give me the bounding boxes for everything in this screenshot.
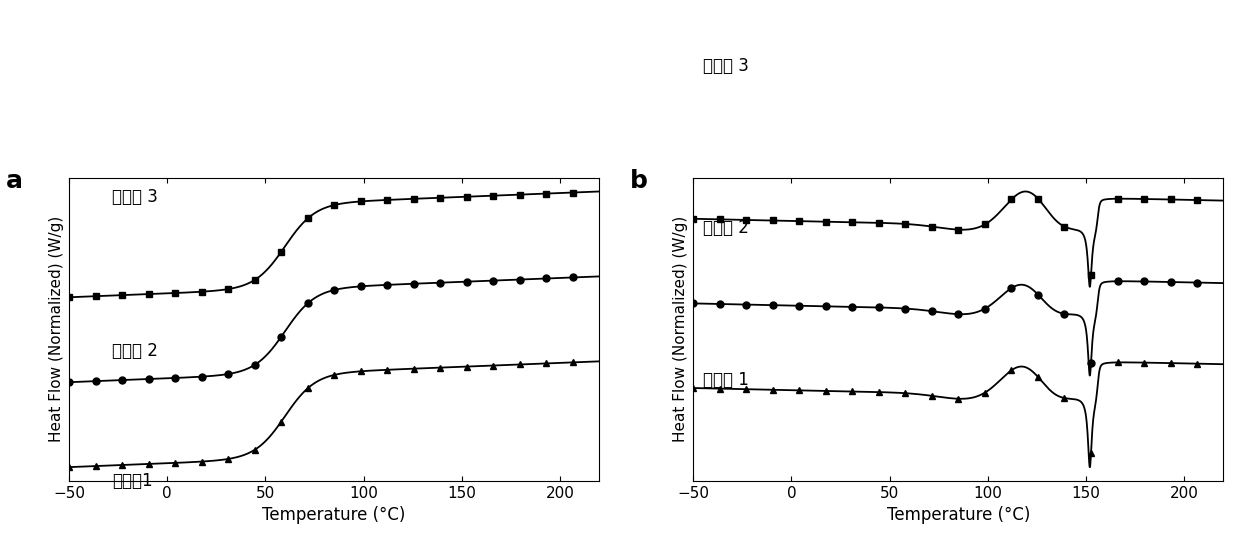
Y-axis label: Heat Flow (Normalized) (W/g): Heat Flow (Normalized) (W/g) <box>48 216 63 443</box>
X-axis label: Temperature (°C): Temperature (°C) <box>263 506 405 524</box>
Text: 实施例 2: 实施例 2 <box>113 342 159 360</box>
Text: b: b <box>630 169 647 193</box>
Text: 实施例 3: 实施例 3 <box>703 57 749 75</box>
X-axis label: Temperature (°C): Temperature (°C) <box>887 506 1030 524</box>
Text: 实施例 2: 实施例 2 <box>703 219 749 237</box>
Y-axis label: Heat Flow (Normalized) (W/g): Heat Flow (Normalized) (W/g) <box>672 216 688 443</box>
Text: a: a <box>5 169 22 193</box>
Text: 实施例 1: 实施例 1 <box>703 371 749 389</box>
Text: 实施例 3: 实施例 3 <box>113 188 159 206</box>
Text: 实施例1: 实施例1 <box>113 472 153 490</box>
